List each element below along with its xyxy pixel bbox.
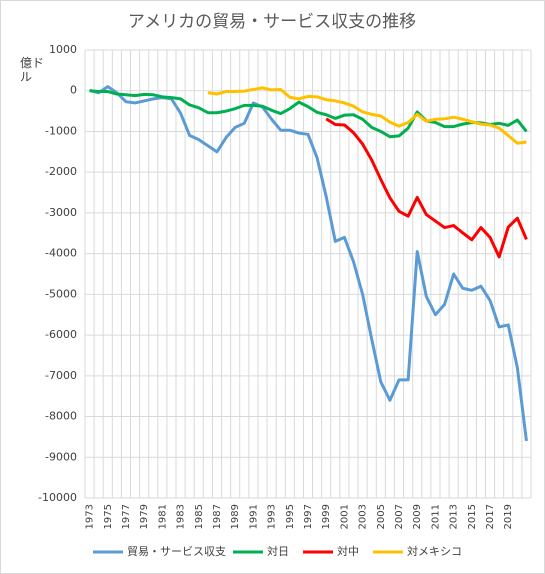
y-tick-label: -6000	[45, 328, 77, 341]
x-tick-label: 2017	[485, 504, 496, 529]
legend-label: 対中	[337, 544, 359, 558]
y-tick-label: 1000	[49, 43, 77, 56]
y-tick-label: -5000	[45, 287, 77, 300]
y-tick-label: -8000	[45, 410, 77, 423]
x-tick-label: 1993	[267, 504, 278, 529]
x-tick-label: 2009	[412, 504, 423, 529]
x-tick-label: 1999	[321, 504, 332, 529]
series-line	[89, 89, 528, 139]
legend-label: 貿易・サービス収支	[127, 545, 226, 558]
x-tick-label: 2007	[394, 504, 405, 529]
x-tick-label: 1977	[121, 504, 132, 529]
x-tick-label: 1991	[248, 504, 259, 529]
y-tick-label: -4000	[45, 247, 77, 260]
y-tick-label: -2000	[45, 165, 77, 178]
y-axis-label: 億ドル	[20, 56, 45, 84]
x-tick-label: 1983	[176, 504, 187, 529]
x-tick-label: 1987	[212, 504, 223, 529]
y-tick-label: -7000	[45, 369, 77, 382]
y-tick-label: -10000	[38, 491, 77, 504]
x-tick-label: 2001	[339, 504, 350, 529]
x-tick-label: 2013	[449, 504, 460, 529]
x-tick-label: 1985	[194, 504, 205, 529]
legend-label: 対メキシコ	[407, 544, 462, 558]
y-tick-label: 0	[70, 84, 77, 97]
x-tick-label: 1979	[139, 504, 150, 529]
x-tick-label: 2015	[467, 504, 478, 529]
series-line	[325, 117, 528, 259]
x-tick-label: 1981	[157, 504, 168, 529]
chart-title: アメリカの貿易・サービス収支の推移	[128, 12, 416, 32]
x-tick-label: 2005	[376, 504, 387, 529]
x-tick-label: 2003	[358, 504, 369, 529]
x-tick-label: 2019	[503, 504, 514, 529]
x-tick-label: 1995	[285, 504, 296, 529]
y-tick-label: -1000	[45, 124, 77, 137]
y-tick-label: -3000	[45, 206, 77, 219]
x-tick-label: 1975	[103, 504, 114, 529]
x-tick-label: 1973	[85, 504, 96, 529]
x-tick-label: 2011	[430, 504, 441, 529]
legend-label: 対日	[267, 544, 289, 558]
series-line	[207, 86, 527, 145]
x-tick-label: 1989	[230, 504, 241, 529]
y-tick-label: -9000	[45, 450, 77, 463]
x-tick-label: 1997	[303, 504, 314, 529]
